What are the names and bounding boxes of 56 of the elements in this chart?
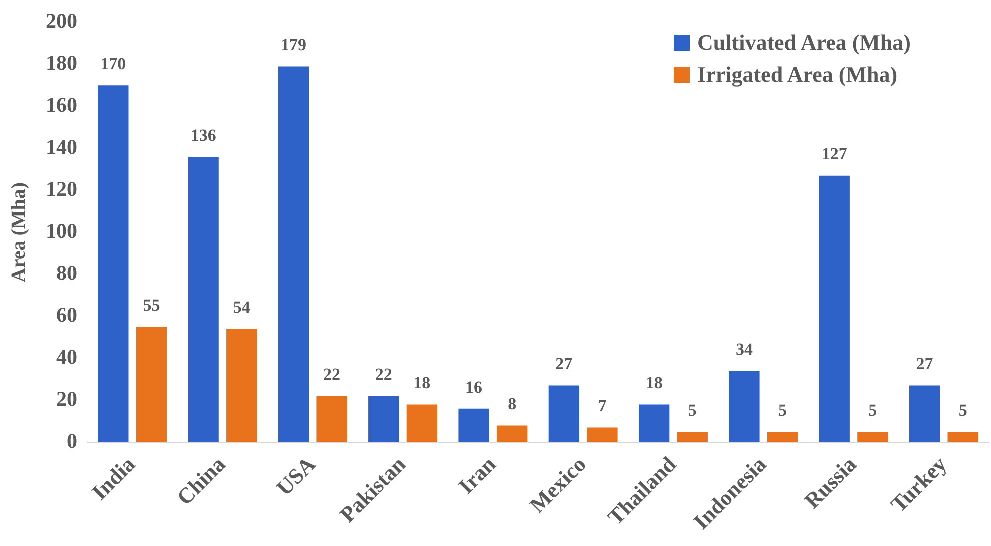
bar (278, 66, 310, 442)
bar (136, 327, 168, 442)
bar (638, 404, 670, 442)
data-label: 5 (688, 400, 697, 420)
data-label: 16 (466, 378, 483, 397)
y-tick-label: 40 (56, 344, 78, 369)
data-label: 22 (375, 365, 392, 384)
bar (909, 386, 940, 442)
data-label: 8 (508, 394, 517, 414)
data-label: 179 (280, 36, 306, 55)
bar (497, 426, 528, 442)
data-label: 5 (778, 400, 788, 420)
data-label: 27 (916, 354, 934, 374)
bar (819, 176, 850, 442)
data-label: 170 (100, 54, 126, 74)
y-tick-label: 160 (46, 93, 78, 117)
bar (98, 86, 129, 442)
data-label: 27 (556, 354, 574, 374)
data-label: 5 (958, 400, 968, 420)
y-tick-label: 120 (46, 176, 78, 201)
data-label: 22 (324, 365, 341, 384)
y-tick-label: 180 (46, 51, 78, 76)
bar (548, 386, 580, 442)
bar (767, 432, 798, 442)
data-label: 127 (822, 144, 848, 164)
bar (729, 371, 760, 442)
y-tick-label: 200 (46, 9, 78, 34)
x-tick-label: Iran (454, 452, 501, 499)
data-label: 18 (646, 374, 663, 393)
legend-label: Cultivated Area (Mha) (698, 30, 911, 56)
bar (316, 396, 348, 442)
data-label: 54 (233, 298, 251, 318)
y-tick-label: 0 (67, 428, 78, 453)
bar (677, 432, 708, 442)
bar (587, 428, 618, 442)
y-axis-title: Area (Mha) (8, 182, 30, 283)
bar (858, 432, 888, 442)
bar (188, 156, 219, 442)
data-label: 18 (414, 374, 431, 393)
data-label: 34 (736, 340, 754, 359)
y-tick-label: 60 (56, 302, 78, 327)
bar (368, 396, 400, 442)
bar (458, 408, 490, 442)
data-label: 55 (143, 296, 160, 315)
bar (948, 432, 978, 442)
x-tick-label: USA (272, 452, 321, 500)
data-label: 136 (190, 126, 216, 145)
y-tick-label: 20 (56, 386, 78, 411)
data-label: 7 (598, 396, 608, 416)
legend-label: Irrigated Area (Mha) (698, 62, 898, 88)
data-label: 5 (868, 400, 878, 420)
y-tick-label: 80 (56, 260, 78, 285)
y-tick-label: 140 (46, 134, 78, 159)
y-tick-label: 100 (46, 218, 78, 243)
bar (406, 404, 438, 442)
bar (226, 329, 258, 442)
